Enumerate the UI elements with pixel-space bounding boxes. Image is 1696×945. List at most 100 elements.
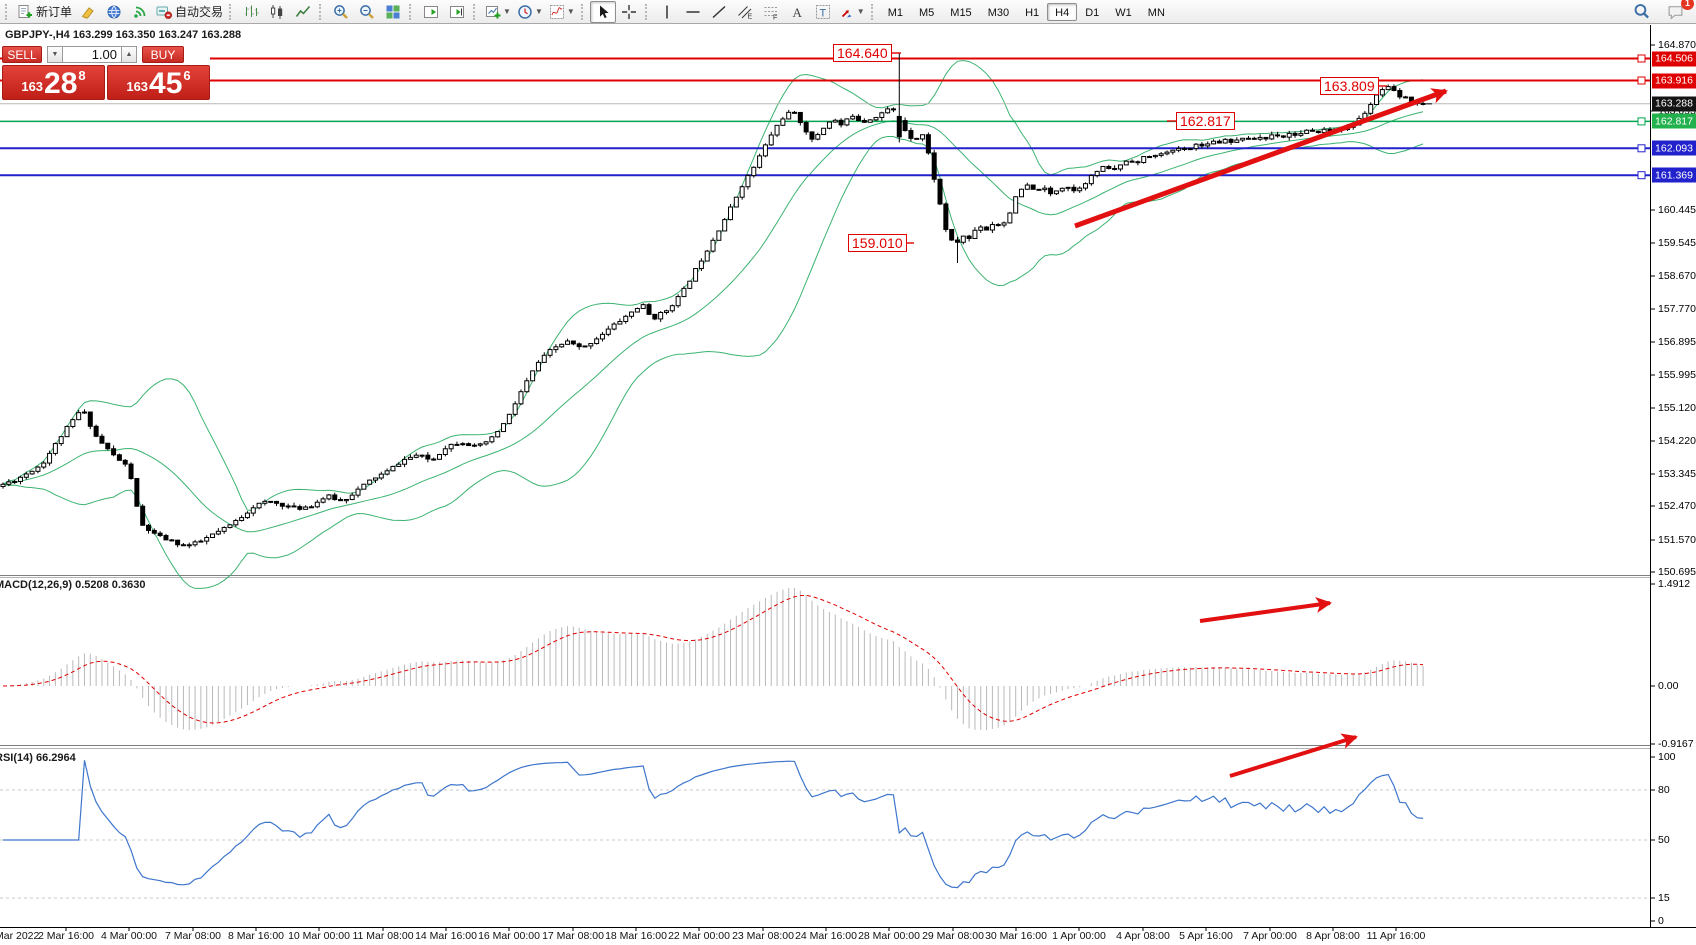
timeframe-mn-button[interactable]: MN — [1147, 6, 1165, 19]
price-axis-label: 150.695 — [1658, 566, 1696, 579]
zoom-out-button[interactable] — [354, 1, 380, 23]
volume-input[interactable]: 1.00 — [63, 46, 121, 63]
new-chart-icon — [486, 5, 501, 18]
dropdown-caret-icon[interactable]: ▼ — [566, 7, 575, 16]
tile-windows-button[interactable] — [380, 1, 406, 23]
market-watch-button[interactable] — [101, 1, 127, 23]
bar-chart-button[interactable] — [238, 1, 264, 23]
toolbar-group-grip — [409, 3, 414, 20]
buy-button[interactable]: BUY — [142, 46, 184, 63]
time-axis-label: 22 Mar 00:00 — [668, 930, 730, 942]
time-axis-label: 28 Mar 00:00 — [858, 930, 920, 942]
zoom-in-button[interactable] — [328, 1, 354, 23]
price-axis-label: 154.220 — [1658, 435, 1696, 448]
vline-icon — [666, 5, 668, 18]
timeframe-w1-button[interactable]: W1 — [1115, 6, 1132, 19]
axis-tick-mark — [1651, 473, 1655, 475]
dropdown-caret-icon[interactable]: ▼ — [503, 7, 511, 16]
rsi-indicator — [0, 760, 1650, 899]
timeframe-d1-button[interactable]: D1 — [1085, 6, 1100, 19]
trendline-tool-button[interactable] — [706, 1, 732, 23]
cursor-tool-button[interactable] — [589, 0, 616, 23]
equidistant-channel-tool-button[interactable]: E — [732, 1, 758, 23]
arrows-tool-icon — [841, 9, 852, 17]
rsi-axis-label: 0 — [1658, 915, 1664, 927]
bollinger-middle-band[interactable] — [2, 111, 1424, 533]
time-axis-label: 24 Mar 16:00 — [795, 930, 857, 942]
hline-icon — [686, 10, 700, 13]
toolbar-group-grip — [580, 3, 586, 20]
timeframe-m5-button[interactable]: M5 — [919, 6, 935, 19]
notifications-button[interactable]: 1 — [1662, 0, 1694, 23]
profiles-button[interactable]: ▼ — [514, 1, 546, 23]
time-axis-label: 4 Mar 00:00 — [100, 930, 158, 942]
indicators-icon — [549, 4, 564, 19]
toolbar-group-grip — [870, 3, 876, 20]
timeframe-m30-button[interactable]: M30 — [987, 6, 1010, 19]
candles-icon — [271, 4, 283, 19]
timeframe-h1-button[interactable]: H1 — [1025, 6, 1040, 19]
sell-price-display[interactable]: 163 28 8 — [2, 65, 105, 100]
time-axis-label: 5 Apr 16:00 — [1179, 930, 1233, 942]
arrows-tool-button[interactable]: ▼ — [836, 1, 868, 23]
doc-new-icon — [18, 4, 32, 18]
new-chart-button[interactable]: ▼ — [482, 1, 514, 23]
volume-decrease-button[interactable]: ▼ — [47, 46, 63, 63]
highlighter-button[interactable] — [75, 1, 101, 23]
price-annotation-box[interactable]: 163.809 — [1320, 77, 1379, 95]
trend-arrow[interactable] — [1229, 733, 1358, 778]
zoom-in-icon — [334, 4, 348, 19]
price-annotation-box[interactable]: 159.010 — [848, 234, 907, 252]
timeframe-m1-button[interactable]: M1 — [887, 6, 903, 19]
time-axis-label: 4 Apr 08:00 — [1116, 930, 1170, 942]
level-line-handle[interactable] — [1637, 54, 1646, 63]
text-tool-button[interactable]: A — [784, 1, 810, 23]
price-annotation-box[interactable]: 164.640 — [833, 44, 892, 62]
level-line-handle[interactable] — [1637, 76, 1646, 85]
chart-shift-button[interactable] — [418, 1, 444, 23]
sell-price-point: 8 — [78, 68, 86, 83]
text-label-tool-button[interactable]: T — [810, 1, 836, 23]
channel-icon: E — [737, 5, 752, 20]
toolbar-group-grip — [5, 3, 10, 20]
candlestick-chart-button[interactable] — [264, 1, 290, 23]
fibonacci-tool-button[interactable]: F — [758, 1, 784, 23]
highlighter-icon — [81, 6, 94, 19]
vertical-line-tool-button[interactable] — [654, 1, 680, 23]
horizontal-line-tool-button[interactable] — [680, 1, 706, 23]
volume-increase-button[interactable]: ▲ — [121, 46, 137, 63]
auto-scroll-button[interactable] — [444, 1, 470, 23]
timeframe-h4-button[interactable]: H4 — [1047, 2, 1078, 21]
price-axis-label: 155.995 — [1658, 369, 1696, 382]
signals-button[interactable] — [127, 1, 153, 23]
crosshair-tool-button[interactable] — [616, 1, 642, 23]
time-axis-label: 23 Mar 08:00 — [732, 930, 794, 942]
trend-arrow[interactable] — [1199, 596, 1332, 623]
textT-icon: T — [815, 4, 830, 19]
auto-trading-button-label: 自动交易 — [175, 5, 224, 19]
macd-name: MACD(12,26,9) — [0, 579, 73, 591]
price-axis[interactable]: 164.870163.095160.445159.545158.670157.7… — [1650, 25, 1696, 927]
level-line-handle[interactable] — [1637, 144, 1646, 153]
price-annotation-box[interactable]: 162.817 — [1176, 112, 1235, 130]
toolbar-group-grip — [473, 3, 478, 20]
candlestick-series[interactable] — [0, 53, 1433, 549]
line-chart-button[interactable] — [290, 1, 316, 23]
dropdown-caret-icon[interactable]: ▼ — [856, 7, 865, 16]
trend-arrow[interactable] — [1074, 88, 1448, 229]
axis-tick-mark — [1651, 539, 1655, 541]
indicators-button[interactable]: ▼ — [546, 1, 578, 23]
sell-button[interactable]: SELL — [2, 46, 42, 63]
new-order-button[interactable]: 新订单 — [14, 1, 75, 23]
price-axis-label: 157.770 — [1658, 303, 1696, 316]
search-button[interactable] — [1628, 1, 1654, 23]
level-line-handle[interactable] — [1637, 171, 1646, 180]
timeframe-m15-button[interactable]: M15 — [950, 6, 972, 19]
auto-trading-button[interactable]: 自动交易 — [153, 1, 226, 23]
buy-price-display[interactable]: 163 45 6 — [107, 65, 210, 100]
dropdown-caret-icon[interactable]: ▼ — [534, 7, 543, 16]
level-line-handle[interactable] — [1637, 117, 1646, 126]
bollinger-lower-band[interactable] — [2, 136, 1424, 589]
